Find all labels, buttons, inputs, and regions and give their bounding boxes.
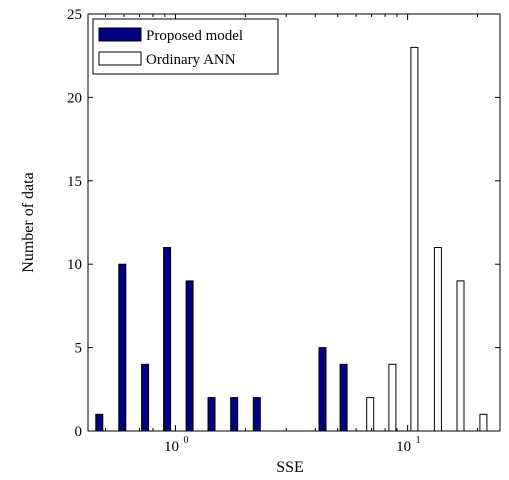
x-tick-exponent-1: 0 [183,435,188,446]
x-tick-exponent-10: 1 [416,435,421,446]
bar-proposed-model-7 [252,397,261,432]
bar-ordinary-ann-0 [366,397,375,432]
bar-ordinary-ann-3 [433,247,442,432]
tick-labels: 0 5 10 15 20 25 10 0 10 1 [67,7,421,455]
y-tick-label-0: 0 [75,424,83,440]
y-axis-title: Number of data [20,172,37,272]
legend: Proposed model Ordinary ANN [92,18,279,75]
legend-label-ordinary-ann: Ordinary ANN [146,52,236,68]
bar-proposed-model-4 [185,280,194,432]
bar-proposed-model-6 [230,397,239,432]
legend-label-proposed-model: Proposed model [146,28,243,44]
bar-ordinary-ann-1 [388,363,397,432]
bar-ordinary-ann-4 [456,280,465,432]
y-tick-label-20: 20 [67,90,82,106]
y-tick-label-15: 15 [67,174,82,190]
bar-proposed-model-8 [318,347,327,432]
bar-proposed-model-9 [339,363,348,432]
y-tick-label-10: 10 [67,257,82,273]
legend-swatch-proposed-model [98,27,142,42]
legend-swatch-ordinary-ann [98,51,142,66]
bar-proposed-model-5 [207,397,216,432]
bar-ordinary-ann-5 [479,413,488,432]
axis-ticks [88,13,500,432]
bar-ordinary-ann-2 [410,46,419,432]
plot-area-frame [87,13,501,432]
x-tick-label-1: 10 [164,439,179,455]
bar-proposed-model-2 [141,363,150,432]
bars-layer [95,46,488,432]
bar-proposed-model-0 [95,413,104,432]
x-axis-title: SSE [276,459,304,476]
x-tick-label-10: 10 [396,439,411,455]
bar-proposed-model-3 [163,247,172,432]
y-tick-label-5: 5 [75,341,83,357]
y-tick-label-25: 25 [67,7,82,23]
bar-proposed-model-1 [118,263,127,432]
